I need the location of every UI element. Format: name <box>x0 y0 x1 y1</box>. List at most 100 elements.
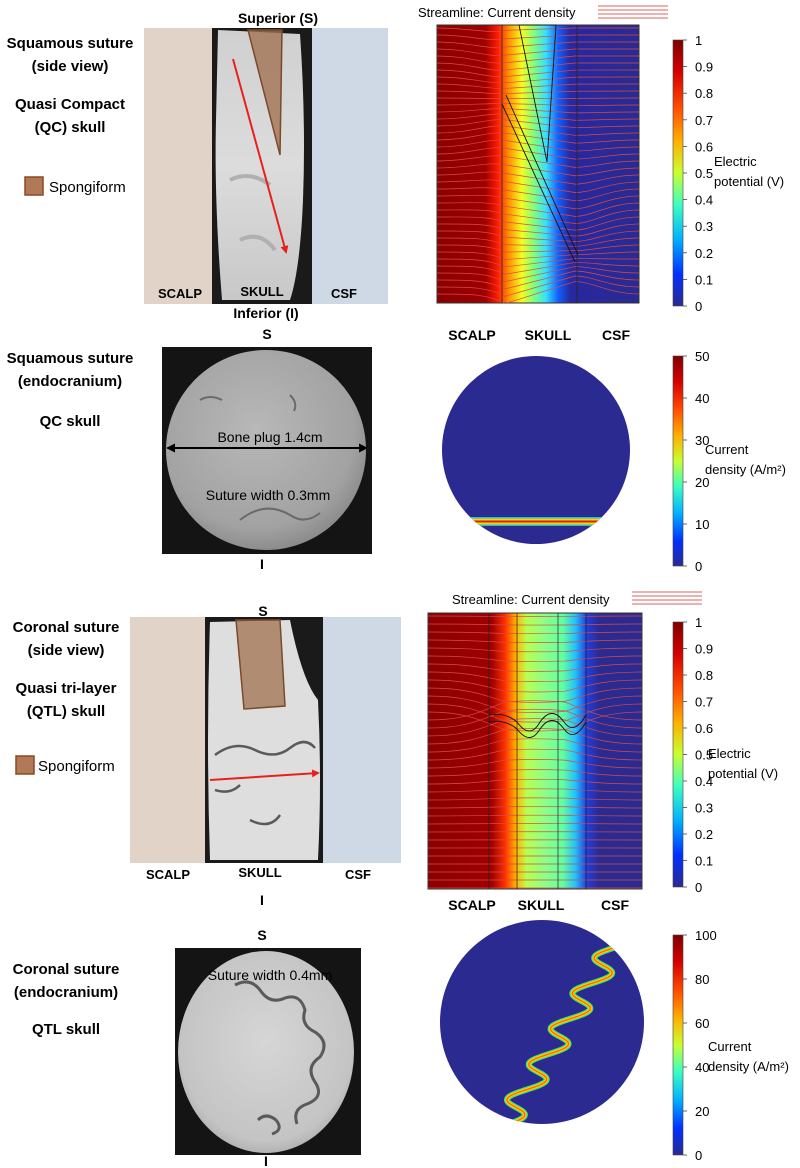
panel2-bone-plug-label: Bone plug 1.4cm <box>217 429 322 445</box>
streamline <box>428 708 642 729</box>
panel1-simulation: Streamline: Current density SCALP SKULL … <box>418 5 668 343</box>
streamline <box>437 209 639 224</box>
panel3-title-line1: Coronal suture <box>13 619 120 636</box>
panel1-title-line2: (side view) <box>32 58 109 75</box>
colorbar-tick-label: 0 <box>695 299 702 314</box>
colorbar-tick-label: 0 <box>695 880 702 895</box>
panel1-sim-legend: Streamline: Current density <box>418 5 576 20</box>
panel1-colorbar-label-line1: Electric <box>714 154 757 169</box>
colorbar-tick-label: 0.2 <box>695 827 713 842</box>
panel1-skull-line2: (QC) skull <box>35 119 106 136</box>
panel4-top-label: S <box>257 927 266 943</box>
panel1-colorbar-label-line2: potential (V) <box>714 174 784 189</box>
colorbar-tick-label: 0.6 <box>695 139 713 154</box>
streamline <box>437 237 639 247</box>
streamline <box>428 738 642 753</box>
streamline <box>437 266 639 283</box>
colorbar-tick-label: 20 <box>695 475 709 490</box>
streamline <box>428 769 642 777</box>
panel1-streamline-legend-icon <box>598 5 668 19</box>
streamline <box>437 62 639 71</box>
panel1-direction-arrow <box>232 58 289 254</box>
streamline <box>437 230 639 242</box>
streamline <box>428 700 642 721</box>
streamline <box>428 615 642 617</box>
panel2-colorbar-label-line2: density (A/m²) <box>705 462 786 477</box>
streamline <box>437 251 639 260</box>
panel1-top-label: Superior (S) <box>238 10 318 26</box>
panel2-top-label: S <box>262 326 271 342</box>
panel3-bottom-label: I <box>260 892 264 908</box>
streamline <box>437 41 639 49</box>
colorbar-tick-label: 0 <box>695 559 702 574</box>
panel1-skull-bone <box>215 30 304 300</box>
streamline <box>428 695 642 713</box>
panel3-legend-swatch <box>15 755 35 775</box>
panel4-photo: Suture width 0.4mm S I <box>175 927 361 1168</box>
streamline <box>437 113 639 121</box>
panel3-direction-arrow <box>209 769 320 781</box>
panel1-skull-line1: Quasi Compact <box>15 96 125 113</box>
streamline <box>428 748 642 761</box>
panel4-title-line2: (endocranium) <box>14 984 118 1001</box>
panel2-title-line2: (endocranium) <box>18 373 122 390</box>
panel4-simulation <box>440 920 644 1124</box>
panel1-layer-skull: SKULL <box>240 284 283 299</box>
panel4-colorbar-label-line2: density (A/m²) <box>708 1059 789 1074</box>
streamline <box>437 76 639 84</box>
panel1-layer-scalp: SCALP <box>158 286 202 301</box>
streamline <box>428 759 642 769</box>
streamline <box>437 262 639 275</box>
colorbar-tick-label: 1 <box>695 615 702 630</box>
panel3-colorbar-label-line2: potential (V) <box>708 766 778 781</box>
panel3-title-line2: (side view) <box>28 642 105 659</box>
streamline <box>437 97 639 99</box>
streamline <box>428 671 642 682</box>
panel4-labels: Coronal suture (endocranium) QTL skull <box>13 961 120 1038</box>
streamline <box>437 171 639 185</box>
panel3-sim-legend: Streamline: Current density <box>452 592 610 607</box>
streamline <box>437 202 639 217</box>
streamline <box>437 55 639 64</box>
streamline <box>437 147 639 160</box>
panel3-streamlines <box>428 615 642 889</box>
streamline <box>437 48 639 56</box>
streamline <box>428 655 642 662</box>
streamline <box>437 90 639 95</box>
panel1-title-line1: Squamous suture <box>7 35 134 52</box>
colorbar-tick-label: 40 <box>695 1060 709 1075</box>
panel3-layer-skull: SKULL <box>238 865 281 880</box>
colorbar-tick-label: 20 <box>695 1104 709 1119</box>
streamline <box>428 623 642 626</box>
panel4-colorbar-bar <box>672 934 684 1156</box>
panel3-layer-scalp: SCALP <box>146 867 190 882</box>
panel2-current-density-disc <box>442 356 630 544</box>
colorbar-tick-label: 30 <box>695 433 709 448</box>
streamline <box>437 275 639 297</box>
panel1-legend-label: Spongiform <box>49 179 126 196</box>
streamline <box>428 711 642 732</box>
panel2-labels: Squamous suture (endocranium) QC skull <box>7 350 134 430</box>
colorbar-tick-label: 0.6 <box>695 721 713 736</box>
streamline <box>437 187 639 202</box>
panel3-scalp-region <box>130 617 208 863</box>
streamline <box>428 703 642 723</box>
panel3-sim-suture-line <box>488 713 587 738</box>
panel2-bone-texture <box>199 394 321 521</box>
streamline <box>437 258 639 268</box>
streamline <box>437 281 639 303</box>
panel3-sim-layer-skull: SKULL <box>518 897 565 913</box>
colorbar-tick-label: 0.8 <box>695 86 713 101</box>
panel3-csf-region <box>321 617 401 863</box>
streamline <box>428 663 642 672</box>
streamline <box>437 270 639 290</box>
streamline <box>428 631 642 635</box>
panel2-suture-hotspot <box>442 517 630 526</box>
panel4-suture-hotspot-core <box>504 929 635 1124</box>
panel2-colorbar-bar <box>672 355 684 567</box>
streamline <box>428 718 642 737</box>
panel1-bottom-label: Inferior (I) <box>233 305 298 321</box>
panel3-side-view: S I SCALP SKULL CSF <box>130 603 401 908</box>
panel2-bone-plug <box>166 350 366 550</box>
